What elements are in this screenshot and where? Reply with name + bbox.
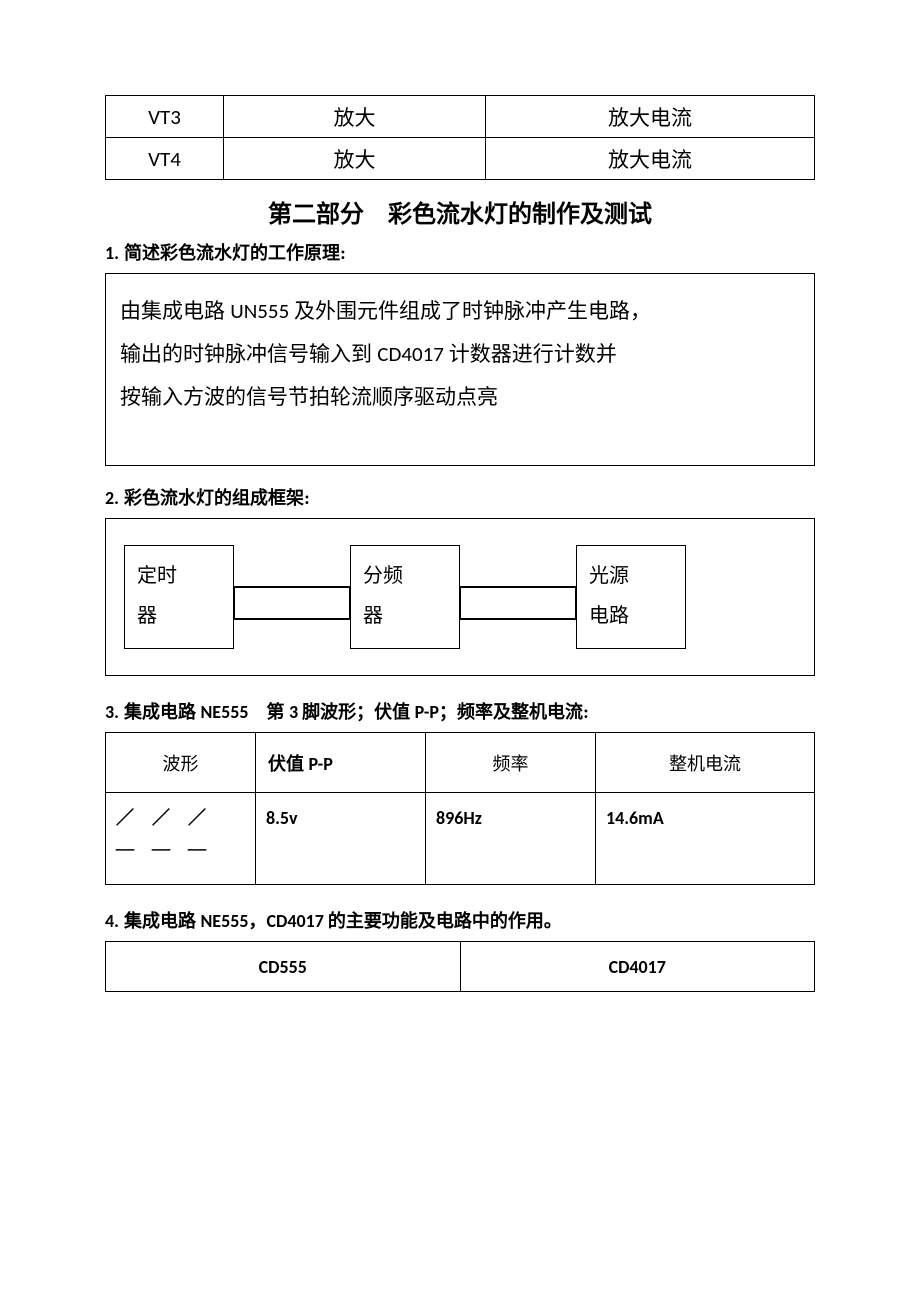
q2-heading: 2. 彩色流水灯的组成框架: <box>105 484 815 510</box>
q3-title: P-P <box>415 701 439 723</box>
q3-title: 第 <box>248 702 289 722</box>
connector <box>459 586 577 620</box>
cell-waveform: ／ ／ ／ ＿ ＿ ＿ <box>106 793 256 885</box>
q1-num: 1. <box>105 242 119 264</box>
cell-freq: 896Hz <box>426 793 596 885</box>
col-waveform: 波形 <box>106 733 256 793</box>
q1-text: 输出的时钟脉冲信号输入到 <box>120 342 377 366</box>
q3-title: NE555 <box>200 701 248 723</box>
q4-heading: 4. 集成电路 NE555，CD4017 的主要功能及电路中的作用。 <box>105 907 815 933</box>
q1-text: 及外围元件组成了时钟脉冲产生电路， <box>294 299 651 323</box>
wave-line: ＿ ＿ ＿ <box>116 831 245 854</box>
vt-table: VT3 放大 放大电流 VT4 放大 放大电流 <box>105 95 815 180</box>
cell-mode: 放大 <box>224 138 486 180</box>
block-timer: 定时 器 <box>124 545 234 649</box>
q3-title: ；频率及整机电流: <box>439 702 589 722</box>
block-label: 电路 <box>589 596 673 636</box>
block-diagram: 定时 器 分频 器 光源 电路 <box>105 518 815 676</box>
measurement-table: 波形 伏值 P-P 频率 整机电流 ／ ／ ／ ＿ ＿ ＿ 8.5v 896Hz… <box>105 732 815 885</box>
col-vpp: 伏值 P-P <box>256 733 426 793</box>
block-label: 器 <box>137 596 221 636</box>
table-header-row: CD555 CD4017 <box>106 942 815 992</box>
q3-title: 集成电路 <box>124 702 201 722</box>
q3-title: 3 <box>289 701 302 723</box>
cell-func: 放大电流 <box>486 138 815 180</box>
cell-func: 放大电流 <box>486 96 815 138</box>
table-row: VT3 放大 放大电流 <box>106 96 815 138</box>
block-divider: 分频 器 <box>350 545 460 649</box>
col-current: 整机电流 <box>596 733 815 793</box>
wave-line: ／ ／ ／ <box>116 807 245 830</box>
q4-title: CD4017 <box>266 910 327 932</box>
q1-text: UN555 <box>230 298 294 324</box>
ic-function-table: CD555 CD4017 <box>105 941 815 992</box>
q1-text: CD4017 <box>377 341 448 367</box>
table-row: ／ ／ ／ ＿ ＿ ＿ 8.5v 896Hz 14.6mA <box>106 793 815 885</box>
col-cd4017: CD4017 <box>460 942 815 992</box>
q1-text: 按输入方波的信号节拍轮流顺序驱动点亮 <box>120 385 498 409</box>
cell-vpp: 8.5v <box>256 793 426 885</box>
q1-text: 计数器进行计数并 <box>449 342 617 366</box>
block-label: 器 <box>363 596 447 636</box>
q1-answer-box: 由集成电路 UN555 及外围元件组成了时钟脉冲产生电路， 输出的时钟脉冲信号输… <box>105 273 815 466</box>
section-title: 第二部分 彩色流水灯的制作及测试 <box>105 194 815 229</box>
cell-current: 14.6mA <box>596 793 815 885</box>
q2-title: 彩色流水灯的组成框架: <box>124 488 310 508</box>
q3-num: 3. <box>105 701 119 723</box>
q4-title: NE555 <box>200 910 248 932</box>
q3-title: 脚波形；伏值 <box>302 702 415 722</box>
q1-heading: 1. 简述彩色流水灯的工作原理: <box>105 239 815 265</box>
cell-mode: 放大 <box>224 96 486 138</box>
q1-text: 由集成电路 <box>120 299 230 323</box>
cell-vt: VT4 <box>106 138 224 180</box>
block-label: 定时 <box>137 556 221 596</box>
table-header-row: 波形 伏值 P-P 频率 整机电流 <box>106 733 815 793</box>
q3-heading: 3. 集成电路 NE555 第 3 脚波形；伏值 P-P；频率及整机电流: <box>105 698 815 724</box>
q4-num: 4. <box>105 910 119 932</box>
table-row: VT4 放大 放大电流 <box>106 138 815 180</box>
col-cd555: CD555 <box>106 942 461 992</box>
q4-title: 的主要功能及电路中的作用。 <box>328 911 562 931</box>
block-label: 分频 <box>363 556 447 596</box>
q1-title: 简述彩色流水灯的工作原理: <box>124 243 346 263</box>
cell-vt: VT3 <box>106 96 224 138</box>
block-label: 光源 <box>589 556 673 596</box>
block-light: 光源 电路 <box>576 545 686 649</box>
q4-title: ， <box>248 911 266 931</box>
col-freq: 频率 <box>426 733 596 793</box>
q4-title: 集成电路 <box>124 911 201 931</box>
connector <box>233 586 351 620</box>
q2-num: 2. <box>105 487 119 509</box>
